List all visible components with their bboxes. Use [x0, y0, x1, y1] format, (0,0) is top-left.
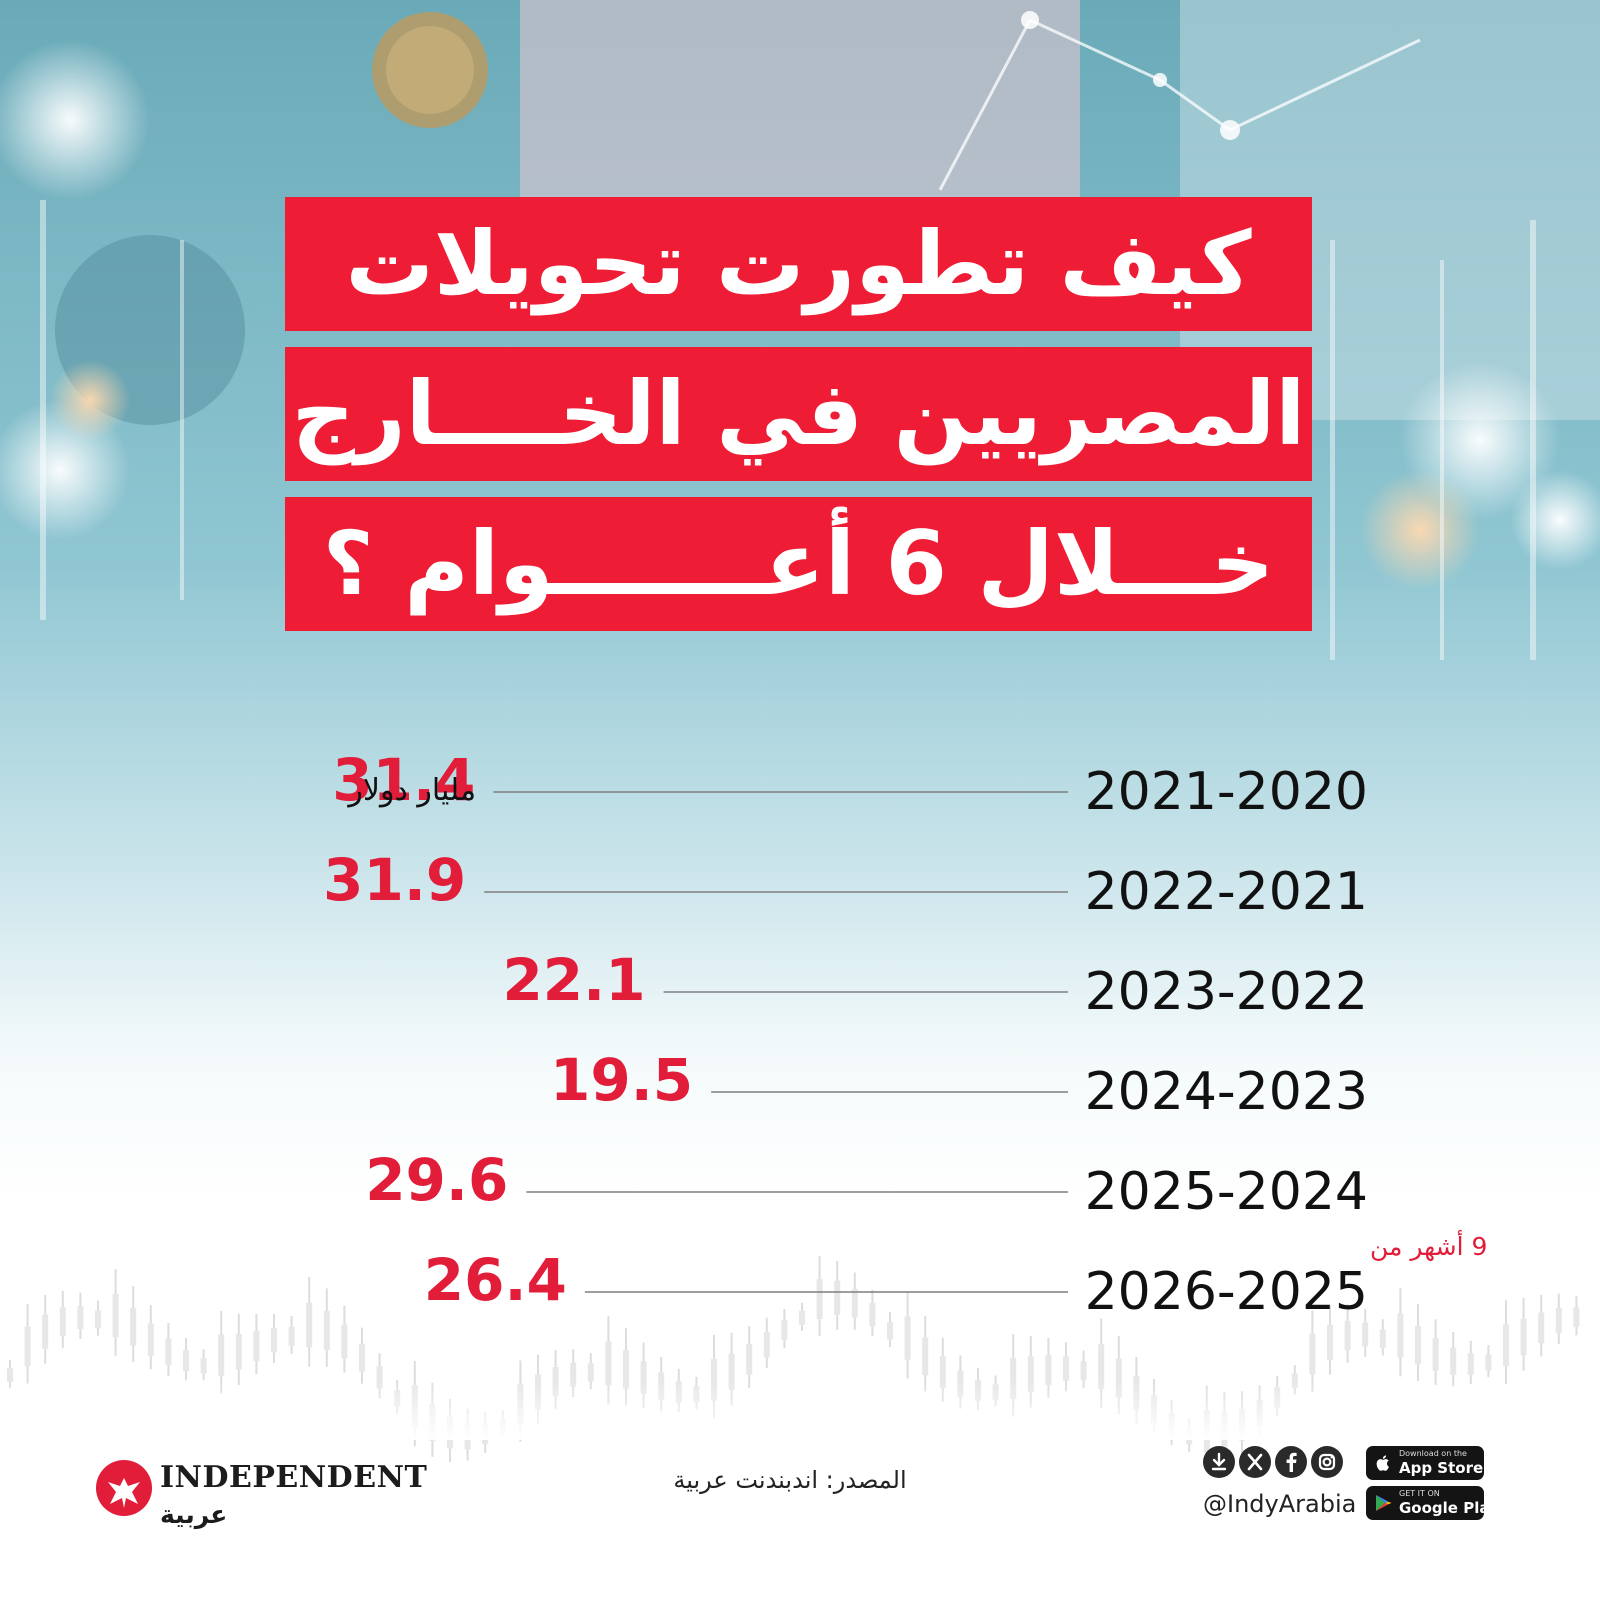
app-store-label: App Store [1399, 1459, 1484, 1477]
year-label: 2026-2025 [1085, 1262, 1368, 1322]
logo-eagle-badge [96, 1460, 152, 1516]
value-label: 31.4 [332, 746, 475, 814]
facebook-icon[interactable] [1275, 1446, 1307, 1478]
logo-arabic-word: عربية [160, 1500, 228, 1529]
unit-label: مليار دولار [346, 773, 476, 808]
value-label: 22.1 [502, 946, 645, 1014]
year-label: 2024-2023 [1085, 1062, 1368, 1122]
eagle-icon [108, 1478, 140, 1508]
google-play-small: GET IT ON [1399, 1489, 1440, 1498]
year-label: 2023-2022 [1085, 962, 1368, 1022]
x-icon[interactable] [1239, 1446, 1271, 1478]
google-play-icon [1376, 1495, 1392, 1511]
download-icon[interactable] [1203, 1446, 1235, 1478]
value-label: 29.6 [365, 1146, 508, 1214]
google-play-badge[interactable]: GET IT ON Google Play [1366, 1486, 1499, 1520]
logo-word: INDEPENDENT [160, 1460, 428, 1495]
year-label: 2021-2020 [1085, 762, 1368, 822]
independent-arabia-logo: INDEPENDENT عربية [96, 1456, 427, 1546]
value-label: 26.4 [424, 1246, 567, 1314]
instagram-icon[interactable] [1311, 1446, 1343, 1478]
title-line-1: كيف تطورت تحويلات [285, 197, 1312, 331]
app-store-badge[interactable]: Download on the App Store [1366, 1446, 1484, 1480]
social-handle[interactable]: @IndyArabia [1203, 1490, 1357, 1518]
partial-year-note: 9 أشهر من [1370, 1229, 1487, 1262]
value-label: 19.5 [550, 1046, 693, 1114]
value-label: 31.9 [323, 846, 466, 914]
year-label: 2025-2024 [1085, 1162, 1368, 1222]
year-label: 2022-2021 [1085, 862, 1368, 922]
google-play-label: Google Play [1399, 1499, 1499, 1517]
apple-icon [1376, 1455, 1389, 1471]
title-line-2: المصريين في الخــــارج [285, 347, 1312, 481]
social-icons [1203, 1446, 1353, 1482]
app-store-small: Download on the [1399, 1449, 1467, 1458]
title-line-3: خـــلال 6 أعـــــــوام ؟ [285, 497, 1312, 631]
source-note: المصدر: اندبندنت عربية [673, 1466, 907, 1494]
